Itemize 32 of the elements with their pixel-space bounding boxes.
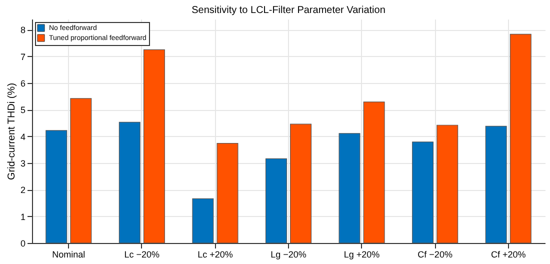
bar bbox=[436, 124, 458, 244]
bar bbox=[510, 34, 532, 244]
y-tick-label: 7 bbox=[20, 52, 26, 62]
x-tick-label: Lg −20% bbox=[270, 250, 306, 260]
y-tick-label: 8 bbox=[20, 25, 26, 36]
y-tick-label: 0 bbox=[20, 238, 26, 248]
x-tick-label: Nominal bbox=[52, 250, 86, 260]
bar bbox=[485, 126, 507, 244]
bar bbox=[70, 98, 92, 244]
x-tick-label: Cf −20% bbox=[418, 250, 452, 260]
bar bbox=[338, 133, 360, 244]
bar bbox=[143, 49, 165, 244]
bar bbox=[192, 198, 214, 244]
bar bbox=[265, 158, 287, 244]
bar bbox=[216, 142, 238, 244]
x-tick-label: Lg +20% bbox=[344, 250, 380, 260]
y-tick-label: 3 bbox=[20, 158, 26, 168]
x-tick-label: Cf +20% bbox=[490, 250, 526, 260]
bar bbox=[363, 102, 385, 244]
y-tick-label: 4 bbox=[20, 132, 26, 142]
x-tick-label: Lc −20% bbox=[124, 250, 160, 260]
y-tick-label: 2 bbox=[20, 185, 26, 196]
bar bbox=[118, 122, 140, 244]
bar bbox=[46, 130, 68, 244]
bar bbox=[412, 142, 434, 244]
y-axis-title: Grid-current THDi (%) bbox=[6, 82, 18, 180]
chart-title: Sensitivity to LCL-Filter Parameter Variation bbox=[192, 5, 386, 16]
x-tick-label: Lc +20% bbox=[198, 250, 233, 260]
y-tick-label: 6 bbox=[20, 78, 26, 88]
bar bbox=[290, 124, 312, 244]
y-tick-label: 1 bbox=[20, 212, 26, 222]
y-tick-label: 5 bbox=[20, 105, 26, 116]
